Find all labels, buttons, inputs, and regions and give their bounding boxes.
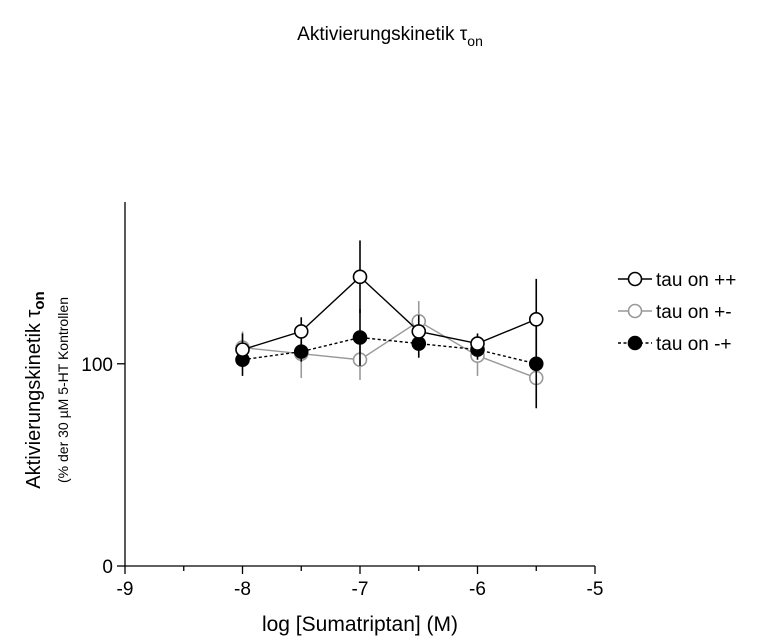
- data-point: [293, 344, 309, 359]
- series-line: [242, 275, 537, 351]
- data-point: [352, 269, 368, 285]
- legend: tau on ++ tau on +- tau on -+: [618, 270, 736, 355]
- legend-marker: [627, 271, 643, 287]
- chart-title: Aktivierungskinetik τon: [297, 24, 483, 49]
- x-tick-label: -8: [234, 579, 251, 600]
- x-tick-label: -7: [352, 579, 369, 600]
- legend-marker: [627, 335, 643, 351]
- series-1: [235, 301, 544, 399]
- data-point: [293, 324, 309, 339]
- x-tick-label: -6: [469, 579, 486, 600]
- axes: -9 -8 -7 -6 -5 0 100: [81, 202, 603, 600]
- data-point: [411, 324, 427, 339]
- series-line: [242, 336, 537, 365]
- y-axis-sublabel: (% der 30 µM 5-HT Kontrollen: [55, 297, 71, 483]
- data-point: [470, 336, 485, 351]
- data-point: [235, 342, 250, 357]
- series-line: [242, 320, 537, 379]
- y-tick-label: 100: [81, 355, 113, 376]
- y-tick-label: 0: [102, 557, 113, 578]
- y-axis-label: Aktivierungskinetik τon: [23, 291, 48, 488]
- legend-label: tau on +-: [656, 302, 732, 323]
- y-axis-label-subscript: on: [31, 291, 48, 309]
- series-0: [235, 240, 544, 366]
- legend-label: tau on -+: [656, 334, 732, 355]
- marks: [235, 240, 544, 409]
- x-axis-label: log [Sumatriptan] (M): [262, 613, 458, 636]
- x-tick-label: -5: [587, 579, 604, 600]
- legend-marker: [627, 303, 643, 319]
- chart-title-subscript: on: [467, 33, 483, 49]
- legend-label: tau on ++: [656, 270, 736, 291]
- x-tick-label: -9: [117, 579, 134, 600]
- data-point: [528, 311, 544, 327]
- series-2: [235, 309, 544, 409]
- data-point: [352, 330, 368, 345]
